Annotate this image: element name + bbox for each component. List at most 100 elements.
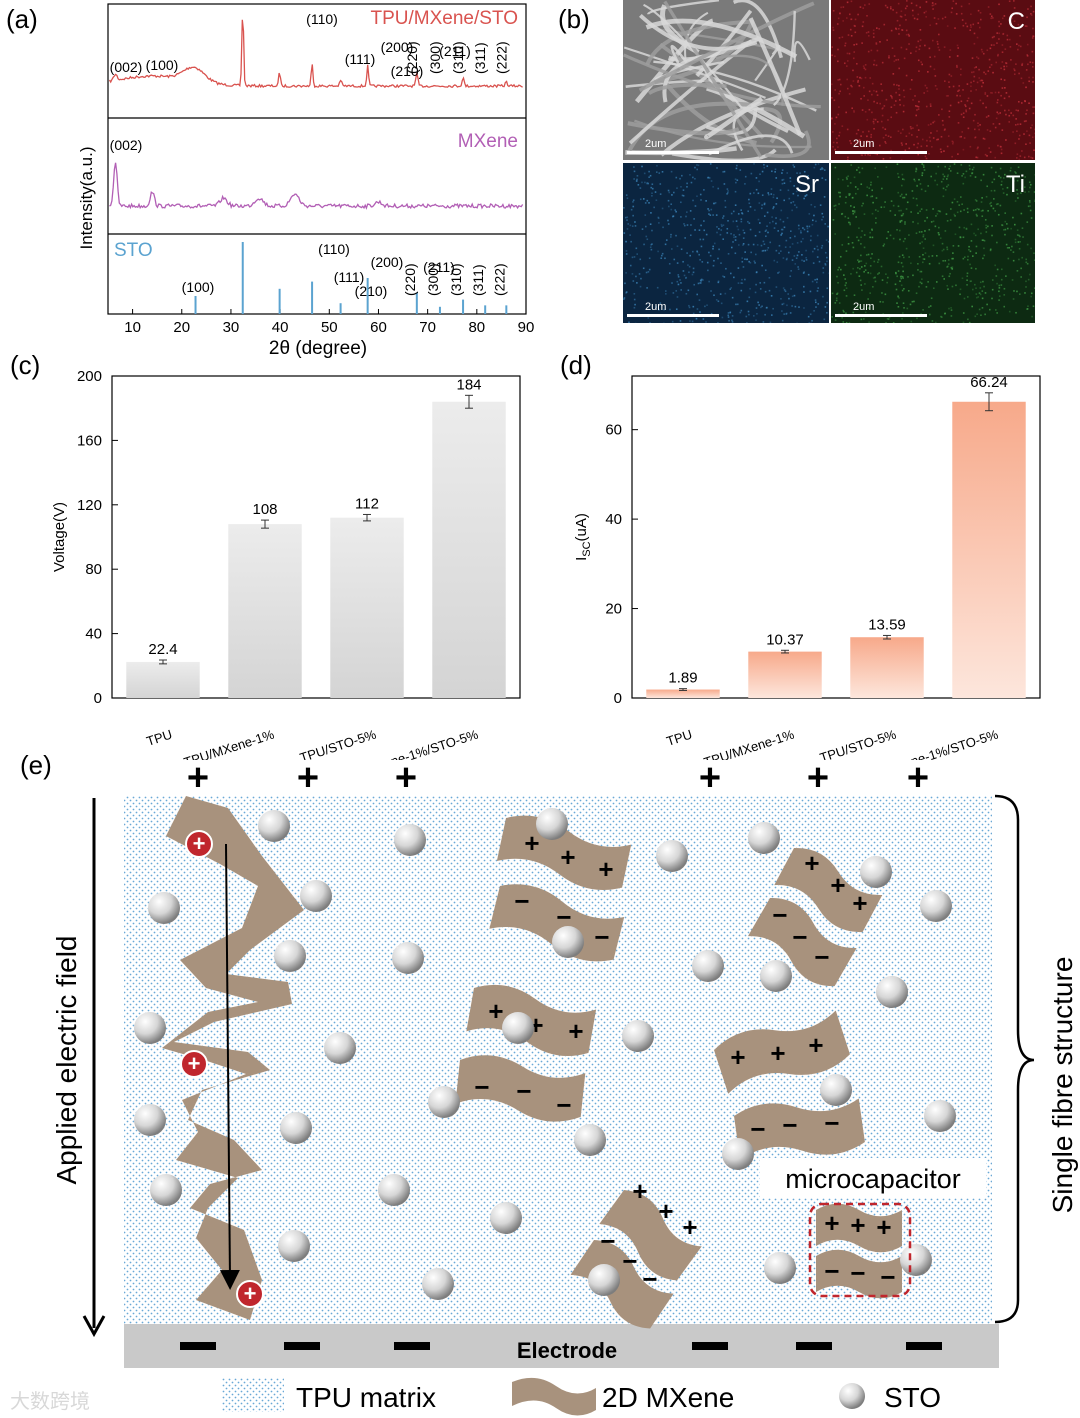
eds-dot xyxy=(984,153,987,156)
eds-dot xyxy=(895,111,898,114)
eds-dot xyxy=(852,69,854,72)
category-label: TPU xyxy=(665,727,694,749)
eds-dot xyxy=(774,168,777,171)
eds-dot xyxy=(744,278,746,281)
eds-dot xyxy=(1004,228,1007,231)
flake-plus: + xyxy=(876,1212,891,1242)
eds-dot xyxy=(766,306,768,309)
eds-dot xyxy=(847,185,849,187)
eds-map-c: C 2um xyxy=(831,0,1035,160)
eds-dot xyxy=(1005,139,1007,141)
eds-dot xyxy=(842,178,844,181)
eds-dot xyxy=(671,248,673,250)
eds-dot xyxy=(941,316,943,318)
eds-dot xyxy=(1026,308,1028,310)
eds-dot xyxy=(857,166,860,169)
eds-dot xyxy=(989,47,992,50)
eds-dot xyxy=(902,240,905,243)
sto-particle xyxy=(148,892,180,924)
fibre xyxy=(647,82,727,95)
flake-minus: − xyxy=(750,1114,765,1144)
eds-dot xyxy=(781,232,783,235)
eds-dot xyxy=(946,175,949,178)
eds-dot xyxy=(816,245,819,248)
eds-dot xyxy=(881,107,884,110)
eds-dot xyxy=(956,211,959,214)
eds-dot xyxy=(920,312,922,315)
eds-dot xyxy=(623,297,626,299)
y-tick-label: 20 xyxy=(605,601,622,618)
eds-dot xyxy=(661,254,663,257)
eds-dot xyxy=(992,207,995,210)
eds-dot xyxy=(758,202,761,204)
eds-dot xyxy=(691,273,694,276)
eds-dot xyxy=(936,40,939,43)
eds-dot xyxy=(723,170,726,173)
eds-dot xyxy=(960,164,963,166)
eds-dot xyxy=(950,11,953,14)
sto-peak-label: (311) xyxy=(470,264,486,296)
eds-dot xyxy=(958,89,960,92)
eds-dot xyxy=(947,95,949,97)
eds-dot xyxy=(892,237,895,240)
eds-dot xyxy=(802,227,804,229)
eds-dot xyxy=(989,249,992,252)
eds-dot xyxy=(710,208,713,211)
eds-dot xyxy=(731,319,733,322)
eds-dot xyxy=(947,259,950,261)
eds-dot xyxy=(851,241,854,244)
bar-value-label: 1.89 xyxy=(668,670,697,687)
eds-dot xyxy=(780,234,782,236)
eds-dot xyxy=(712,186,714,188)
eds-dot xyxy=(975,293,978,295)
eds-dot xyxy=(871,111,873,114)
eds-dot xyxy=(873,260,876,263)
eds-dot xyxy=(857,129,860,131)
flake-plus: + xyxy=(658,1196,673,1226)
eds-dot xyxy=(671,282,673,284)
eds-dot xyxy=(885,273,887,275)
eds-dot xyxy=(712,214,714,216)
eds-dot xyxy=(1003,65,1005,68)
eds-dot xyxy=(917,263,919,265)
eds-dot xyxy=(907,33,910,36)
eds-dot xyxy=(761,194,764,197)
eds-dot xyxy=(844,278,847,280)
eds-dot xyxy=(921,63,924,66)
eds-dot xyxy=(910,320,913,323)
eds-dot xyxy=(1021,62,1024,65)
eds-dot xyxy=(964,22,967,25)
eds-dot xyxy=(1016,229,1019,231)
eds-dot xyxy=(754,234,757,237)
sto-particle xyxy=(920,890,952,922)
eds-dot xyxy=(934,75,937,77)
eds-dot xyxy=(990,17,992,20)
eds-dot xyxy=(984,313,986,316)
eds-dot xyxy=(792,192,795,195)
eds-dot xyxy=(871,253,873,255)
positive-charge-sign: + xyxy=(193,831,206,856)
eds-dot xyxy=(990,189,993,192)
eds-dot xyxy=(1016,193,1019,195)
eds-dot xyxy=(740,209,742,211)
eds-dot xyxy=(880,120,883,123)
eds-dot xyxy=(725,267,727,270)
eds-dot xyxy=(633,306,636,309)
eds-dot xyxy=(882,301,884,303)
eds-dot xyxy=(769,221,771,224)
eds-dot xyxy=(988,58,991,61)
eds-dot xyxy=(838,134,840,137)
eds-dot xyxy=(1014,142,1017,145)
fibre xyxy=(671,148,777,160)
eds-dot xyxy=(633,170,636,173)
eds-dot xyxy=(935,281,938,283)
eds-dot xyxy=(771,216,773,218)
eds-dot xyxy=(792,164,795,166)
fibre xyxy=(623,46,766,99)
eds-dot xyxy=(1009,169,1012,172)
eds-dot xyxy=(802,272,805,274)
eds-dot xyxy=(651,192,653,195)
eds-dot xyxy=(862,65,865,67)
category-label: TPU xyxy=(145,727,174,749)
eds-dot xyxy=(867,35,870,37)
